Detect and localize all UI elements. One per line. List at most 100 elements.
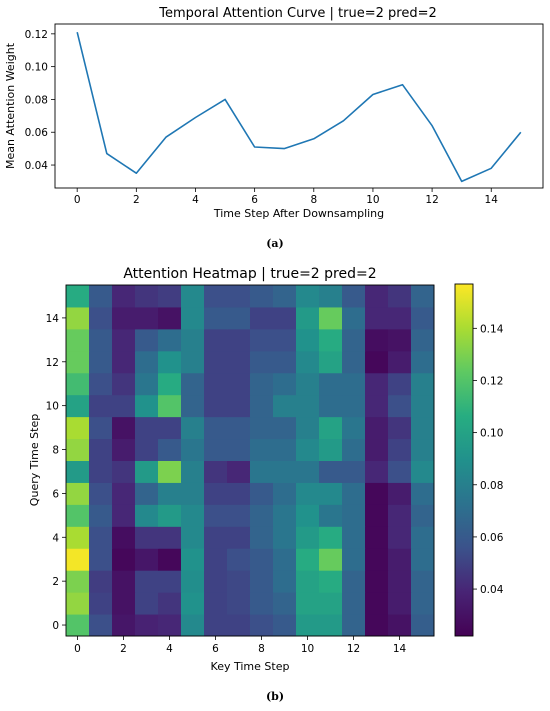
heatmap-cell: [135, 350, 159, 374]
heatmap-cell: [411, 482, 435, 505]
heatmap-cell: [89, 592, 113, 615]
caption-b: (b): [266, 690, 284, 703]
heatmap-cell: [135, 526, 159, 549]
heatmap-cell: [66, 350, 90, 374]
heatmap-cell: [158, 482, 182, 505]
heatmap-cell: [66, 394, 90, 418]
heatmap-cell: [411, 526, 435, 549]
heatmap-cell: [227, 285, 251, 308]
heatmap-cell: [388, 328, 412, 352]
heatmap-cell: [112, 614, 136, 637]
heatmap-cell: [204, 570, 228, 593]
heatmap-cell: [204, 416, 228, 440]
heatmap-cell: [181, 548, 205, 571]
heatmap-cell: [296, 438, 320, 461]
heatmap-cell: [365, 548, 389, 571]
heatmap-cell: [250, 394, 274, 418]
y-tick-label: 0: [52, 620, 59, 632]
heatmap-cell: [181, 372, 205, 396]
line-chart-title: Temporal Attention Curve | true=2 pred=2: [158, 6, 436, 21]
heatmap-cell: [319, 394, 343, 418]
heatmap-y-ticks: 0 2 4 6 8 10 12 14: [46, 313, 66, 632]
heatmap-cell: [204, 482, 228, 505]
heatmap-cell: [411, 592, 435, 615]
heatmap-cell: [89, 285, 113, 308]
heatmap-cell: [319, 592, 343, 615]
heatmap-cell: [365, 460, 389, 483]
heatmap-cell: [66, 328, 90, 352]
heatmap-cell: [319, 416, 343, 440]
heatmap-cell: [158, 416, 182, 440]
y-tick-label: 6: [52, 488, 59, 500]
x-tick-label: 4: [192, 194, 199, 206]
x-tick-label: 8: [258, 643, 265, 655]
heatmap-cell: [89, 306, 113, 330]
heatmap-cell: [250, 416, 274, 440]
heatmap-cell: [273, 438, 297, 461]
heatmap-cell: [89, 570, 113, 593]
heatmap-cell: [250, 570, 274, 593]
heatmap-cell: [388, 372, 412, 396]
y-tick-label: 4: [52, 532, 59, 544]
heatmap-cell: [296, 592, 320, 615]
heatmap-cell: [342, 350, 366, 374]
heatmap-cell: [365, 285, 389, 308]
heatmap-cell: [158, 306, 182, 330]
heatmap-cell: [388, 526, 412, 549]
heatmap-cell: [411, 438, 435, 461]
heatmap-cell: [365, 504, 389, 527]
heatmap-cell: [250, 350, 274, 374]
heatmap-cell: [365, 526, 389, 549]
colorbar-tick-label: 0.06: [480, 532, 504, 544]
heatmap-cell: [411, 350, 435, 374]
heatmap-cell: [388, 394, 412, 418]
heatmap-cell: [411, 504, 435, 527]
heatmap-cell: [181, 460, 205, 483]
heatmap-cell: [365, 350, 389, 374]
heatmap-y-label: Query Time Step: [28, 414, 41, 506]
heatmap-x-label: Key Time Step: [211, 660, 290, 673]
heatmap-cell: [319, 504, 343, 527]
heatmap-cell: [342, 285, 366, 308]
heatmap-cell: [273, 526, 297, 549]
heatmap-cell: [250, 592, 274, 615]
heatmap-cell: [319, 306, 343, 330]
heatmap-cell: [135, 460, 159, 483]
heatmap-cell: [388, 570, 412, 593]
heatmap-cell: [112, 482, 136, 505]
heatmap-cell: [227, 416, 251, 440]
heatmap-cell: [112, 328, 136, 352]
heatmap-cell: [112, 285, 136, 308]
heatmap-cell: [181, 438, 205, 461]
heatmap-cell: [89, 614, 113, 637]
x-tick-label: 0: [74, 194, 81, 206]
heatmap-cell: [227, 394, 251, 418]
heatmap-cell: [158, 570, 182, 593]
x-tick-label: 12: [425, 194, 438, 206]
heatmap-cell: [181, 394, 205, 418]
heatmap-cell: [158, 460, 182, 483]
heatmap-cell: [296, 460, 320, 483]
heatmap-cell: [296, 504, 320, 527]
heatmap-cells: [66, 285, 435, 637]
heatmap-cell: [273, 592, 297, 615]
heatmap-cell: [365, 416, 389, 440]
heatmap-cell: [342, 526, 366, 549]
heatmap-cell: [89, 438, 113, 461]
heatmap-cell: [273, 460, 297, 483]
heatmap-cell: [342, 306, 366, 330]
heatmap-cell: [227, 526, 251, 549]
heatmap-cell: [250, 526, 274, 549]
heatmap-cell: [204, 614, 228, 637]
heatmap-axes-frame: [65, 284, 435, 637]
heatmap-cell: [342, 394, 366, 418]
x-tick-label: 14: [485, 194, 499, 206]
heatmap-cell: [319, 350, 343, 374]
heatmap-cell: [112, 350, 136, 374]
heatmap-cell: [250, 438, 274, 461]
line-chart-x-label: Time Step After Downsampling: [213, 207, 384, 220]
heatmap-cell: [112, 548, 136, 571]
x-tick-label: 10: [366, 194, 379, 206]
heatmap-cell: [66, 372, 90, 396]
heatmap-cell: [388, 482, 412, 505]
